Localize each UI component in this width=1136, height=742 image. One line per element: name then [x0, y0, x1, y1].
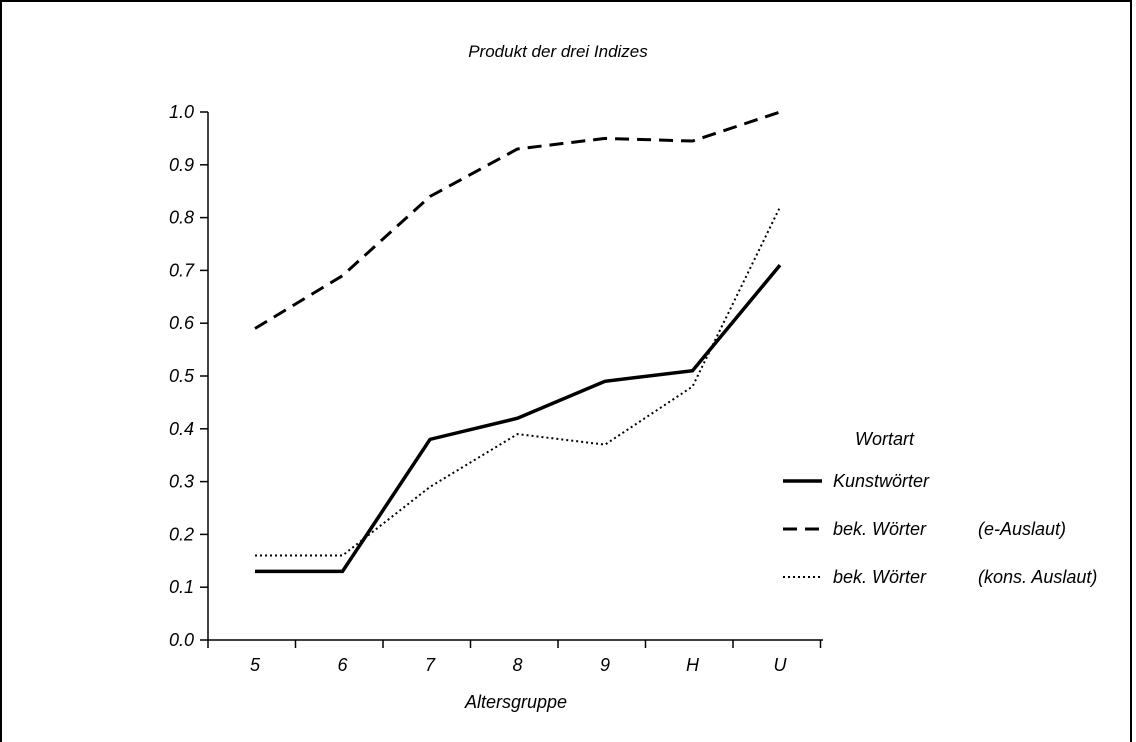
legend-note-2: (e-Auslaut)	[978, 519, 1066, 539]
y-tick-label: 0.2	[169, 524, 194, 544]
legend: Wortart Kunstwörter bek. Wörter (e-Auslaut…	[783, 429, 1097, 587]
x-tick-label: 7	[425, 655, 436, 675]
legend-note-3: (kons. Auslaut)	[978, 567, 1097, 587]
y-tick-label: 0.3	[169, 472, 194, 492]
y-tick-label: 0.5	[169, 366, 195, 386]
legend-label-3: bek. Wörter	[833, 567, 927, 587]
legend-label-2: bek. Wörter	[833, 519, 927, 539]
series-line-3	[255, 206, 781, 557]
x-tick-label: 5	[250, 655, 261, 675]
legend-title: Wortart	[855, 429, 915, 449]
y-tick-label: 0.6	[169, 313, 195, 333]
legend-label-1: Kunstwörter	[833, 471, 930, 491]
series-line-1	[255, 264, 782, 574]
x-tick-label: U	[774, 655, 788, 675]
x-tick-label: 6	[337, 655, 348, 675]
series-line-2	[254, 110, 781, 330]
x-axis-title: Altersgruppe	[464, 692, 567, 712]
y-tick-label: 0.7	[169, 260, 195, 280]
y-axis-ticks: 0.0 0.1 0.2 0.3 0.4 0.5 0.6 0.7 0.8 0.9 1.0	[169, 102, 208, 650]
x-tick-label: H	[686, 655, 700, 675]
y-tick-label: 0.9	[169, 155, 194, 175]
y-tick-label: 0.8	[169, 208, 194, 228]
x-tick-label: 8	[512, 655, 522, 675]
y-tick-label: 0.4	[169, 419, 194, 439]
x-tick-label: 9	[600, 655, 610, 675]
series-layer	[254, 110, 782, 574]
y-tick-label: 1.0	[169, 102, 194, 122]
y-tick-label: 0.0	[169, 630, 194, 650]
x-axis-ticks: 5 6 7 8 9 H U	[207, 640, 822, 675]
chart-title: Produkt der drei Indizes	[468, 42, 648, 61]
y-tick-label: 0.1	[169, 577, 194, 597]
